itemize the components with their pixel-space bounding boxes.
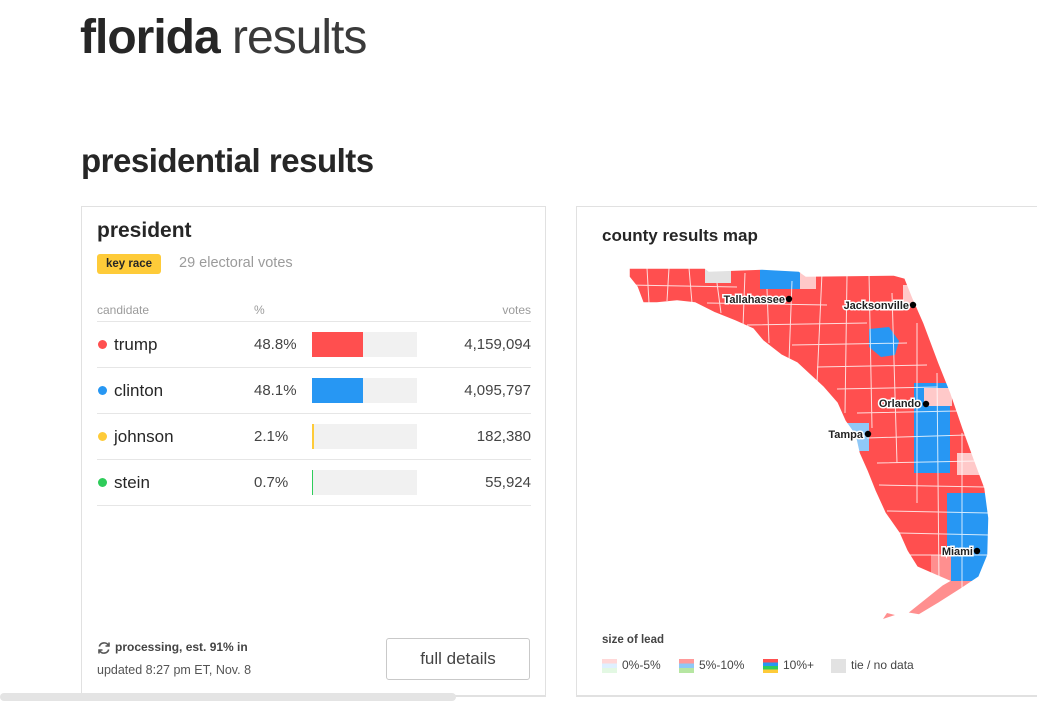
legend-label: 5%-10%: [699, 658, 745, 672]
president-results-card: president key race 29 electoral votes ca…: [81, 206, 546, 697]
legend-swatch: [763, 658, 778, 673]
candidate-votes: 55,924: [485, 474, 531, 491]
city-jacksonville: Jacksonville: [842, 299, 917, 314]
col-pct: %: [254, 303, 265, 317]
party-dot-icon: [98, 432, 107, 441]
map-title: county results map: [602, 226, 758, 245]
col-candidate: candidate: [97, 303, 150, 317]
legend-swatch: [831, 658, 846, 673]
vote-share-bar: [312, 378, 417, 403]
legend-swatch: [679, 658, 694, 673]
candidate-row-stein: stein 0.7% 55,924: [97, 459, 531, 506]
race-title: president: [97, 219, 192, 242]
table-divider: [97, 505, 531, 506]
vote-share-fill: [312, 424, 315, 449]
candidate-row-clinton: clinton 48.1% 4,095,797: [97, 367, 531, 414]
vote-share-bar: [312, 424, 417, 449]
page-title-rest: results: [232, 11, 367, 64]
legend-item-tie: tie / no data: [831, 658, 914, 673]
city-tallahassee: Tallahassee: [722, 293, 793, 308]
city-orlando: Orlando: [877, 397, 930, 412]
city-miami: Miami: [940, 545, 981, 560]
vote-share-bar: [312, 332, 417, 357]
city-label-miami: Miami: [942, 546, 973, 558]
keys-island: [883, 613, 895, 619]
table-header: candidate % votes: [97, 303, 531, 321]
florida-county-map[interactable]: Tallahassee Jacksonville Orlando Tampa M…: [617, 263, 997, 623]
candidate-pct: 48.1%: [254, 382, 297, 399]
candidate-pct: 2.1%: [254, 428, 289, 445]
candidate-name: clinton: [114, 381, 164, 400]
legend-title: size of lead: [602, 634, 664, 646]
legend-label: 0%-5%: [622, 658, 661, 672]
candidate-row-trump: trump 48.8% 4,159,094: [97, 321, 531, 368]
city-tampa: Tampa: [827, 428, 872, 443]
county-map-card: county results map: [576, 206, 1037, 697]
candidate-row-johnson: johnson 2.1% 182,380: [97, 413, 531, 460]
page-title-state: florida: [80, 11, 221, 64]
city-label-jacksonville: Jacksonville: [844, 300, 909, 312]
status-text: processing, est. 91% in: [115, 640, 248, 654]
city-dot-icon: [785, 295, 793, 303]
city-dot-icon: [864, 430, 872, 438]
candidate-pct: 48.8%: [254, 336, 297, 353]
vote-share-fill: [312, 332, 364, 357]
col-votes: votes: [502, 303, 531, 317]
full-details-button[interactable]: full details: [386, 638, 530, 680]
party-dot-icon: [98, 340, 107, 349]
party-dot-icon: [98, 386, 107, 395]
county-fills: [629, 268, 989, 615]
city-labels: Tallahassee Jacksonville Orlando Tampa M…: [722, 293, 981, 560]
candidate-votes: 182,380: [476, 428, 531, 445]
candidate-name: trump: [114, 335, 158, 354]
city-dot-icon: [922, 400, 930, 408]
page-title: florida results: [80, 10, 367, 66]
city-label-tampa: Tampa: [828, 429, 864, 441]
candidate-votes: 4,159,094: [464, 336, 531, 353]
reporting-status: processing, est. 91% in: [97, 640, 248, 655]
updated-time: updated 8:27 pm ET, Nov. 8: [97, 663, 252, 677]
vote-share-bar: [312, 470, 417, 495]
key-race-badge: key race: [97, 254, 162, 274]
candidate-votes: 4,095,797: [464, 382, 531, 399]
legend-label: 10%+: [783, 658, 815, 672]
candidate-pct: 0.7%: [254, 474, 289, 491]
state-outline: [628, 267, 990, 616]
vote-share-fill: [312, 470, 314, 495]
legend-item-5-10: 5%-10%: [679, 658, 744, 673]
party-dot-icon: [98, 478, 107, 487]
legend-label: tie / no data: [851, 658, 914, 672]
vote-share-fill: [312, 378, 363, 403]
candidate-name: johnson: [114, 427, 174, 446]
section-title: presidential results: [81, 142, 374, 179]
legend-item-0-5: 0%-5%: [602, 658, 661, 673]
city-dot-icon: [973, 547, 981, 555]
city-label-orlando: Orlando: [879, 398, 921, 410]
city-label-tallahassee: Tallahassee: [723, 294, 785, 306]
legend-swatch: [602, 658, 617, 673]
candidate-name: stein: [114, 473, 150, 492]
refresh-icon: [98, 641, 110, 654]
electoral-votes: 29 electoral votes: [179, 255, 293, 271]
horizontal-scrollbar[interactable]: [0, 693, 456, 701]
legend-item-10-plus: 10%+: [763, 658, 814, 673]
city-dot-icon: [909, 301, 917, 309]
